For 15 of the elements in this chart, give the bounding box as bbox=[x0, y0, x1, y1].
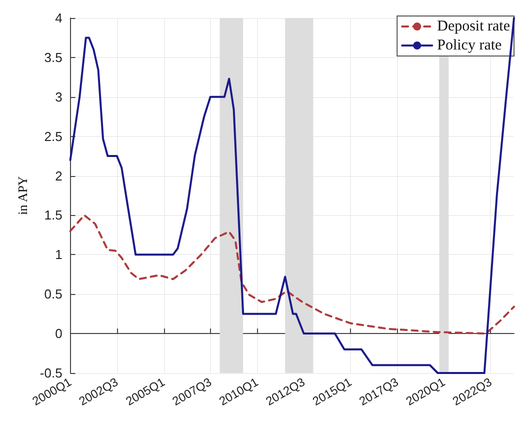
y-tick-label: 0 bbox=[55, 326, 62, 342]
legend-label: Deposit rate bbox=[437, 18, 510, 34]
y-tick-label: 1.5 bbox=[44, 208, 62, 223]
line-series bbox=[69, 214, 515, 335]
y-tick-label: -0.5 bbox=[40, 366, 62, 380]
legend-label: Policy rate bbox=[437, 38, 502, 54]
line-series bbox=[69, 17, 515, 374]
y-tick-label: 0.5 bbox=[44, 286, 62, 302]
y-tick-label: 3.5 bbox=[44, 50, 62, 65]
y-axis-title: in APY bbox=[15, 176, 30, 215]
y-tick-label: 3 bbox=[55, 89, 62, 104]
y-tick-label: 2.5 bbox=[44, 128, 62, 144]
y-tick-label: 2 bbox=[55, 168, 62, 184]
y-tick-label: 4 bbox=[55, 10, 62, 26]
y-tick-label: 1 bbox=[55, 247, 62, 262]
